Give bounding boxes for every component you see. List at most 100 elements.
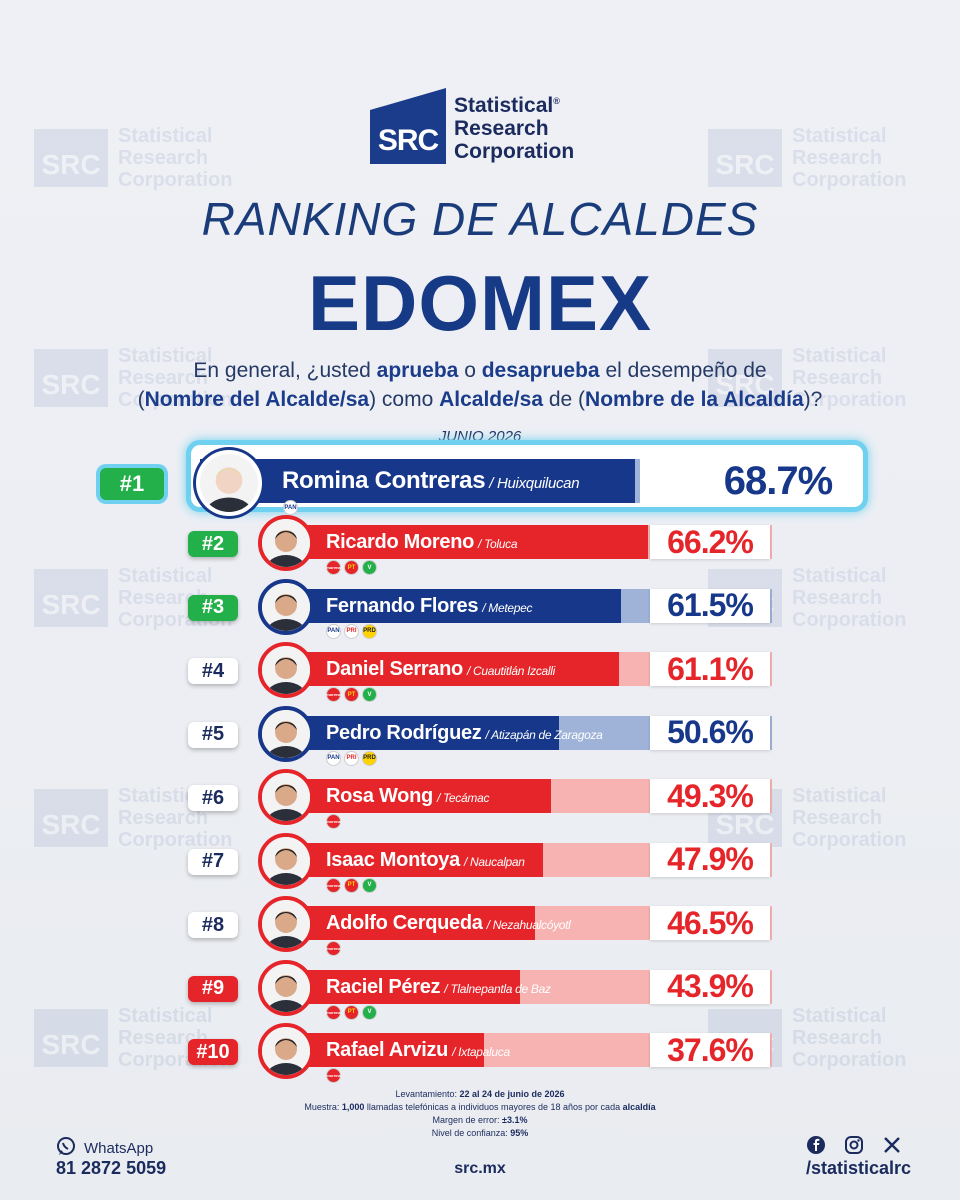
watermark-text: Statistical Research Corporation <box>118 125 233 191</box>
foot-label: Margen de error: <box>432 1115 503 1125</box>
logo-line1: Statistical <box>454 93 554 117</box>
mayor-name: Rosa Wong / Tecámac <box>326 785 489 808</box>
ranking-row: #8 Adolfo Cerqueda / Nezahualcóyotl 46.5% mo… <box>0 894 960 958</box>
whatsapp-icon <box>56 1136 76 1160</box>
party-pvem-icon: V <box>362 687 377 702</box>
party-logos: morena PT V <box>326 687 377 702</box>
mayor-photo <box>258 769 314 825</box>
approval-value: 43.9% <box>650 968 770 1004</box>
rank-badge: #10 <box>188 1039 238 1065</box>
facebook-icon[interactable] <box>806 1135 826 1160</box>
bar-fill <box>268 588 621 623</box>
rank-badge: #4 <box>188 658 238 684</box>
mayor-name-text: Adolfo Cerqueda <box>326 912 483 934</box>
q-bold: Nombre del Alcalde/sa <box>144 388 370 411</box>
q-bold: aprueba <box>376 359 459 382</box>
party-logos: PAN <box>283 500 298 515</box>
party-pvem-icon: V <box>362 560 377 575</box>
phone-number[interactable]: 81 2872 5059 <box>56 1158 167 1178</box>
city-name: / Nezahualcóyotl <box>486 918 571 932</box>
mayor-photo <box>258 896 314 952</box>
foot-label: Muestra: <box>304 1102 342 1112</box>
mayor-name-text: Raciel Pérez <box>326 975 441 998</box>
approval-value: 68.7% <box>700 459 856 503</box>
logo-line3: Corporation <box>454 139 575 163</box>
party-pri-icon: PRI <box>344 750 359 766</box>
approval-value: 46.5% <box>650 905 770 941</box>
footer-survey-dates: Levantamiento: 22 al 24 de junio de 2026 <box>0 1088 960 1101</box>
party-morena-icon: morena <box>326 687 341 702</box>
rank-badge: #6 <box>188 785 238 811</box>
q-text: de ( <box>543 388 586 411</box>
approval-value: 37.6% <box>650 1032 770 1068</box>
party-pt-icon: PT <box>344 1004 359 1020</box>
mayor-name-text: Daniel Serrano <box>326 658 463 680</box>
city-name: / Naucalpan <box>463 854 525 869</box>
q-bold: desaprueba <box>481 359 600 382</box>
party-pan-icon: PAN <box>283 500 298 515</box>
approval-value: 49.3% <box>650 778 770 814</box>
foot-text: llamadas telefónicas a individuos mayore… <box>364 1102 623 1112</box>
mayor-name: Fernando Flores / Metepec <box>326 595 533 618</box>
rank-badge: #5 <box>188 721 238 748</box>
ranking-row: #10 Rafael Arvizu / Ixtapaluca 37.6% morena <box>0 1021 960 1085</box>
mayor-name: Raciel Pérez / Tlalnepantla de Baz <box>326 976 551 999</box>
city-name: / Huixquilucan <box>489 475 580 492</box>
mayor-photo <box>258 515 314 571</box>
mayor-photo <box>258 959 314 1016</box>
q-text: ( <box>137 388 145 411</box>
party-morena-icon: morena <box>326 1004 341 1020</box>
approval-value: 66.2% <box>650 524 770 560</box>
party-logos: PAN PRI PRD <box>326 623 377 639</box>
party-logos: morena PT V <box>326 1004 377 1020</box>
src-logo: SRC Statistical® Research Corporation <box>370 88 574 164</box>
approval-value: 50.6% <box>650 714 770 750</box>
whatsapp-contact[interactable]: WhatsApp <box>56 1136 153 1160</box>
party-pt-icon: PT <box>344 877 359 893</box>
party-pvem-icon: V <box>362 877 377 893</box>
mayor-photo <box>196 450 262 516</box>
rank-badge: #2 <box>188 531 238 557</box>
title-line2: EDOMEX <box>307 259 653 347</box>
ranking-row: #6 Rosa Wong / Tecámac 49.3% morena <box>0 767 960 831</box>
rank-badge: #8 <box>188 912 238 938</box>
src-logo-mark: SRC <box>370 88 446 164</box>
x-icon[interactable] <box>882 1135 902 1160</box>
q-text: )? <box>803 388 823 411</box>
ranking-row: #3 Fernando Flores / Metepec 61.5% PAN PRI PRD <box>0 577 960 641</box>
q-text: o <box>458 359 482 382</box>
party-logos: morena <box>326 814 341 829</box>
mayor-name: Romina Contreras / Huixquilucan <box>282 467 580 495</box>
bar-fill <box>268 715 559 750</box>
city-name: / Tlalnepantla de Baz <box>444 981 551 996</box>
footer-margin: Margen de error: ±3.1% <box>0 1114 960 1127</box>
whatsapp-label: WhatsApp <box>84 1139 154 1157</box>
instagram-icon[interactable] <box>844 1135 864 1160</box>
social-handle[interactable]: /statisticalrc <box>806 1158 912 1178</box>
logo-line2: Research <box>454 116 549 140</box>
mayor-name-text: Romina Contreras <box>282 467 486 494</box>
party-pan-icon: PAN <box>326 750 341 766</box>
title-line1: RANKING DE ALCALDES <box>201 193 759 245</box>
ranking-row: #7 Isaac Montoya / Naucalpan 47.9% morena PT V <box>0 831 960 895</box>
mayor-name-text: Pedro Rodríguez <box>326 721 482 744</box>
approval-value: 61.5% <box>650 587 770 623</box>
footer-confidence: Nivel de confianza: 95% <box>0 1127 960 1140</box>
approval-value: 47.9% <box>650 841 770 877</box>
mayor-name: Pedro Rodríguez / Atizapán de Zaragoza <box>326 722 603 745</box>
bar-track <box>200 459 640 503</box>
party-morena-icon: morena <box>326 560 341 575</box>
q-text: ) como <box>369 388 440 411</box>
mayor-name: Rafael Arvizu / Ixtapaluca <box>326 1039 510 1062</box>
rank-badge: #3 <box>188 594 238 621</box>
rank-badge: #9 <box>188 975 238 1002</box>
party-logos: morena PT V <box>326 560 377 575</box>
foot-value: 1,000 <box>341 1102 365 1112</box>
mayor-name-text: Rosa Wong <box>326 785 433 807</box>
mayor-photo <box>258 832 314 889</box>
party-logos: PAN PRI PRD <box>326 750 377 766</box>
city-name: / Ixtapaluca <box>452 1045 510 1059</box>
website-link[interactable]: src.mx <box>454 1160 506 1177</box>
party-morena-icon: morena <box>326 814 341 829</box>
